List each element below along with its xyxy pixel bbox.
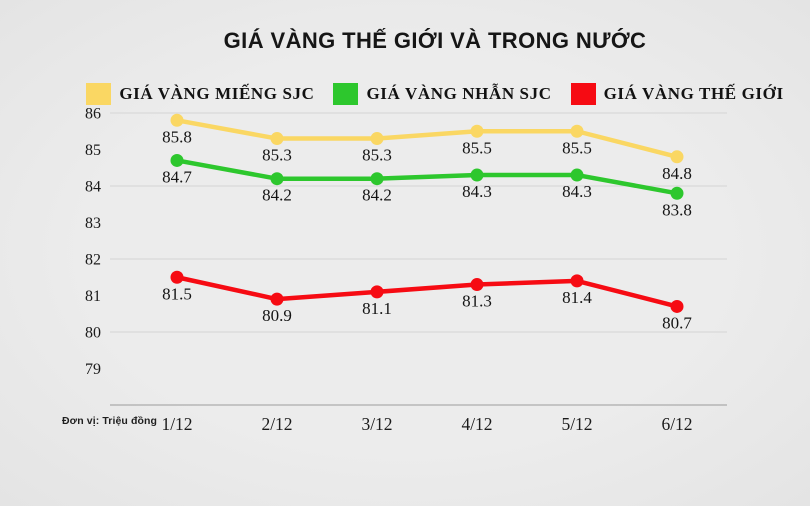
data-point [470, 168, 484, 182]
y-axis-tick-label: 86 [85, 106, 101, 123]
data-point [170, 153, 184, 167]
data-point-label: 80.7 [662, 313, 692, 332]
x-axis-label: 2/12 [261, 414, 292, 434]
data-point-label: 81.3 [462, 292, 492, 311]
data-point [670, 150, 684, 164]
series-line [174, 158, 680, 196]
data-point-label: 84.8 [662, 164, 692, 183]
legend-item-sjc-ring: GIÁ VÀNG NHẪN SJC [333, 83, 551, 105]
data-point-label: 84.2 [262, 186, 292, 205]
x-axis-label: 1/12 [161, 414, 192, 434]
data-point-label: 85.3 [362, 146, 392, 165]
data-point-label: 81.1 [362, 299, 392, 318]
data-point [270, 292, 284, 306]
data-point-label: 83.8 [662, 200, 692, 219]
y-axis-tick-label: 83 [85, 215, 101, 232]
x-axis-label: 5/12 [561, 414, 592, 434]
data-point [470, 124, 484, 138]
data-point-label: 80.9 [262, 306, 292, 325]
data-point-label: 84.7 [162, 167, 192, 186]
data-point-label: 84.2 [362, 186, 392, 205]
series-line [174, 275, 680, 309]
data-point [570, 124, 584, 138]
data-point [270, 132, 284, 146]
red-swatch-icon [570, 83, 596, 105]
legend-label-world: GIÁ VÀNG THẾ GIỚI [603, 84, 784, 103]
y-axis-tick-label: 81 [85, 288, 101, 305]
data-point-label: 84.3 [562, 182, 592, 201]
data-point [270, 172, 284, 186]
legend-label-sjc-ring: GIÁ VÀNG NHẪN SJC [366, 84, 552, 103]
data-point [170, 113, 184, 127]
data-point-label: 85.8 [162, 127, 192, 146]
data-point [370, 172, 384, 186]
green-swatch-icon [333, 83, 359, 105]
data-point [370, 132, 384, 146]
data-point [670, 186, 684, 200]
data-point-label: 85.5 [562, 138, 592, 157]
y-axis-tick-label: 80 [85, 325, 101, 342]
x-axis-label: 3/12 [361, 414, 392, 434]
yellow-swatch-icon [86, 83, 112, 105]
data-point-label: 85.5 [462, 138, 492, 157]
x-axis-label: 4/12 [461, 414, 492, 434]
legend-item-world: GIÁ VÀNG THẾ GIỚI [570, 83, 784, 105]
data-point [170, 270, 184, 284]
data-point [370, 285, 384, 299]
y-axis-tick-label: 85 [85, 142, 101, 159]
data-point [570, 168, 584, 182]
legend-item-sjc-bar: GIÁ VÀNG MIẾNG SJC [86, 83, 314, 105]
data-point-label: 81.5 [162, 284, 192, 303]
unit-note: Đơn vị: Triệu đồng [62, 415, 158, 427]
data-point-label: 84.3 [462, 182, 492, 201]
chart-legend: GIÁ VÀNG MIẾNG SJC GIÁ VÀNG NHẪN SJC GIÁ… [86, 83, 783, 105]
x-axis-label: 6/12 [661, 414, 692, 434]
y-axis-tick-label: 79 [85, 361, 101, 378]
data-point-label: 85.3 [262, 146, 292, 165]
series-line [174, 118, 680, 160]
y-axis-tick-label: 84 [85, 179, 101, 196]
data-point [670, 299, 684, 313]
legend-label-sjc-bar: GIÁ VÀNG MIẾNG SJC [119, 84, 315, 103]
data-point-label: 81.4 [562, 288, 592, 307]
data-point [570, 274, 584, 288]
data-point [470, 278, 484, 292]
y-axis-tick-label: 82 [85, 252, 101, 269]
chart-title: GIÁ VÀNG THẾ GIỚI VÀ TRONG NƯỚC [223, 28, 647, 53]
